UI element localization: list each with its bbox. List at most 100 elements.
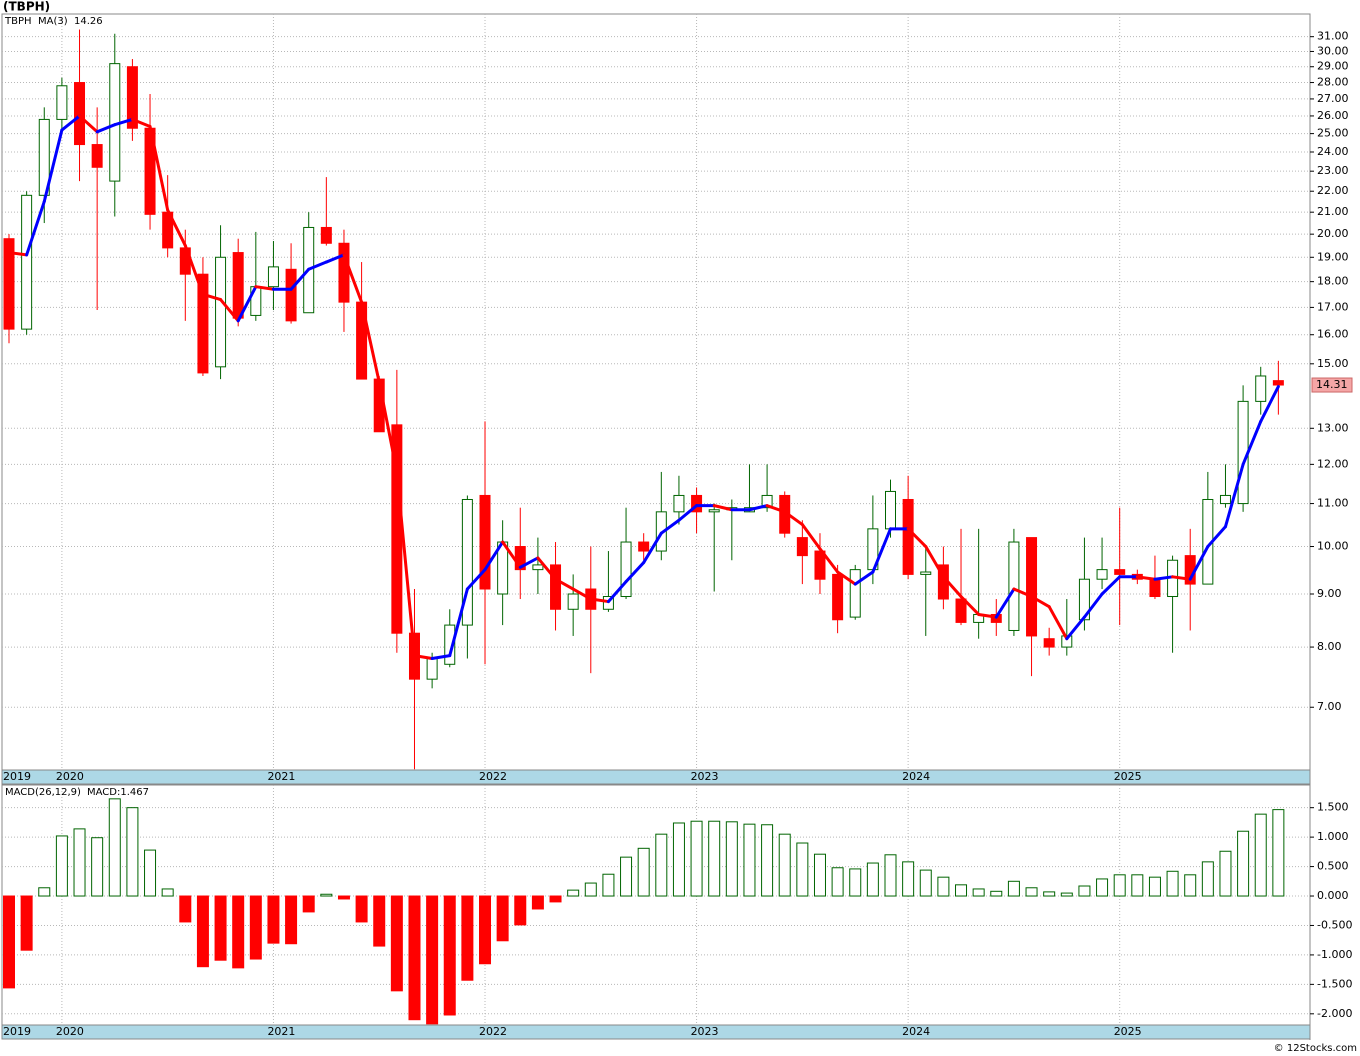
ma-line bbox=[959, 595, 981, 616]
y-tick-label: 12.00 bbox=[1317, 457, 1349, 470]
macd-bar bbox=[1219, 850, 1232, 897]
candle-body bbox=[479, 494, 491, 590]
x-tick-label: 2023 bbox=[691, 1025, 719, 1038]
macd-bar bbox=[108, 798, 121, 897]
y-tick-label: 13.00 bbox=[1317, 421, 1349, 434]
macd-bar bbox=[373, 895, 386, 947]
macd-bar bbox=[884, 854, 897, 897]
ma-line bbox=[42, 128, 64, 204]
macd-bar bbox=[161, 888, 174, 897]
y-tick-label: -2.000 bbox=[1317, 1007, 1352, 1020]
ma-line bbox=[483, 540, 505, 572]
ma-line bbox=[1012, 587, 1034, 599]
x-tick-label: 2025 bbox=[1114, 770, 1142, 783]
macd-bar bbox=[549, 895, 562, 903]
macd-bar bbox=[390, 895, 403, 992]
y-tick-label: 8.00 bbox=[1317, 640, 1342, 653]
candle-body bbox=[197, 273, 209, 374]
x-tick-label: 2019 bbox=[3, 1025, 31, 1038]
macd-bar bbox=[690, 820, 703, 897]
x-tick-label: 2020 bbox=[56, 770, 84, 783]
macd-bar bbox=[1025, 887, 1038, 897]
candle-body bbox=[832, 573, 844, 621]
candle-body bbox=[955, 598, 967, 623]
y-tick-label: 1.500 bbox=[1317, 801, 1349, 814]
ma-line bbox=[1135, 575, 1157, 581]
candle-body bbox=[21, 194, 33, 330]
macd-bar bbox=[232, 895, 245, 969]
macd-bar bbox=[972, 888, 985, 897]
y-tick-label: 11.00 bbox=[1317, 497, 1349, 510]
candle-body bbox=[285, 268, 297, 322]
ma-line bbox=[166, 208, 187, 248]
candle-body bbox=[1272, 380, 1284, 386]
ma-line bbox=[871, 527, 892, 574]
ma-line bbox=[818, 547, 840, 574]
candle-body bbox=[3, 238, 15, 330]
x-tick-label: 2020 bbox=[56, 1025, 84, 1038]
macd-bar bbox=[20, 895, 33, 951]
x-tick-label: 2024 bbox=[902, 770, 930, 783]
y-tick-label: 26.00 bbox=[1317, 109, 1349, 122]
ma-line bbox=[853, 570, 875, 586]
y-tick-label: 25.00 bbox=[1317, 127, 1349, 140]
macd-bar bbox=[214, 895, 227, 961]
y-tick-label: -0.500 bbox=[1317, 918, 1352, 931]
ma-line bbox=[501, 540, 522, 569]
ma-line bbox=[1188, 545, 1210, 581]
ma-line bbox=[1259, 385, 1280, 423]
ma-line bbox=[1206, 525, 1227, 549]
ma-line bbox=[95, 123, 117, 134]
ma-line bbox=[1030, 595, 1051, 609]
ma-line bbox=[624, 561, 646, 584]
ma-line bbox=[518, 556, 540, 569]
macd-bar bbox=[55, 835, 68, 897]
macd-bar bbox=[813, 853, 826, 897]
ma-line bbox=[201, 292, 223, 302]
macd-bar bbox=[1078, 885, 1091, 897]
macd-bar bbox=[655, 833, 668, 897]
ma-line bbox=[7, 251, 29, 257]
candle-body bbox=[885, 490, 896, 530]
x-tick-label: 2023 bbox=[691, 770, 719, 783]
legend-ma-value: 14.26 bbox=[74, 16, 103, 27]
y-tick-label: 18.00 bbox=[1317, 275, 1349, 288]
ma-line bbox=[60, 114, 82, 132]
macd-bar bbox=[672, 822, 685, 897]
y-tick-label: 31.00 bbox=[1317, 30, 1349, 43]
candle-body bbox=[444, 624, 456, 665]
x-tick-label: 2021 bbox=[267, 1025, 295, 1038]
macd-bar bbox=[919, 869, 932, 897]
y-tick-label: -1.000 bbox=[1317, 948, 1352, 961]
x-tick-label: 2019 bbox=[3, 770, 31, 783]
ma-line bbox=[465, 568, 487, 591]
macd-bar bbox=[796, 842, 809, 897]
macd-bar bbox=[902, 861, 915, 897]
candle-body bbox=[215, 256, 227, 368]
x-tick-label: 2022 bbox=[479, 770, 507, 783]
candle-body bbox=[232, 252, 244, 319]
macd-bar bbox=[761, 824, 774, 897]
ma-line bbox=[1153, 575, 1175, 581]
ma-line bbox=[219, 298, 240, 323]
macd-bar bbox=[91, 837, 104, 897]
macd-bar bbox=[990, 890, 1003, 897]
macd-bar bbox=[496, 895, 509, 942]
macd-bar bbox=[1254, 813, 1267, 897]
macd-bar bbox=[479, 895, 492, 965]
ma-line bbox=[342, 253, 364, 304]
ma-line bbox=[412, 654, 434, 660]
candle-body bbox=[761, 494, 773, 509]
candle-body bbox=[1114, 569, 1126, 575]
candle-body bbox=[708, 509, 720, 513]
macd-bar bbox=[302, 895, 315, 913]
candle-body bbox=[1026, 537, 1038, 637]
legend-macd-value: MACD:1.467 bbox=[87, 787, 149, 798]
ma-line bbox=[924, 545, 945, 579]
y-tick-label: 16.00 bbox=[1317, 328, 1349, 341]
candle-body bbox=[1008, 541, 1020, 631]
ma-line bbox=[836, 570, 857, 586]
ma-line bbox=[554, 577, 575, 591]
ma-line bbox=[324, 253, 346, 264]
